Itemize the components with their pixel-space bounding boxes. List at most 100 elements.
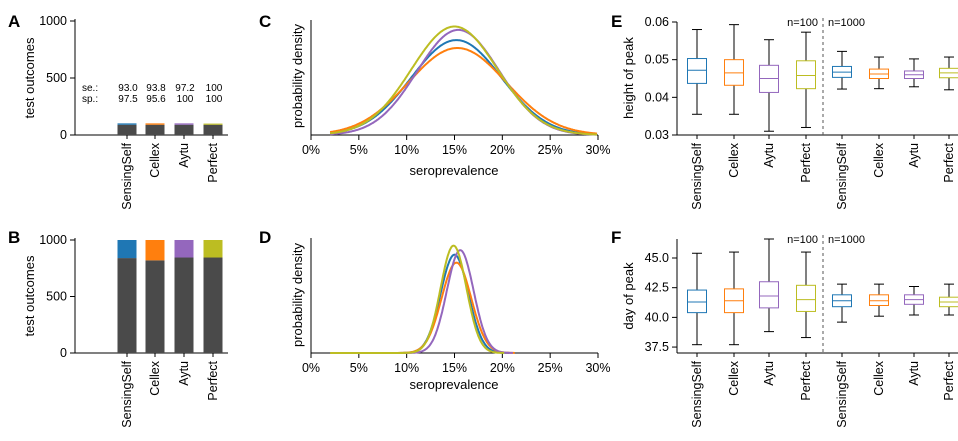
- panel-a-xtick-label: SensingSelf: [120, 142, 134, 209]
- panel-a-xtick-label: Aytu: [177, 143, 191, 168]
- panel-d-xtick-label: 25%: [538, 361, 563, 375]
- panel-e-xtick-label: Perfect: [942, 142, 956, 182]
- panel-b-ytick-label: 1000: [39, 233, 67, 247]
- panel-b-bar-negative: [203, 257, 223, 353]
- panel-b-bar-positive: [203, 240, 223, 258]
- se-label: se.:: [82, 83, 98, 94]
- panel-b-ytick-label: 0: [60, 346, 67, 360]
- panel-d-xtick-label: 0%: [302, 361, 320, 375]
- panel-f-ytick-label: 40.0: [645, 310, 669, 324]
- panel-f-group-label: n=1000: [828, 234, 865, 246]
- panel-a-ytick-label: 500: [46, 71, 67, 85]
- panel-c-xtick-label: 10%: [394, 143, 419, 157]
- panel-e-group-label: n=1000: [828, 17, 865, 29]
- panel-b-xtick-label: Perfect: [206, 360, 220, 400]
- panel-a-xtick-label: Perfect: [206, 142, 220, 182]
- panel-b-xtick-label: SensingSelf: [120, 360, 134, 427]
- panel-a-xtick-label: Cellex: [148, 142, 162, 177]
- panel-a-bar-positive: [117, 123, 137, 125]
- panel-f-ytick-label: 45.0: [645, 251, 669, 265]
- panel-e-group-label: n=100: [787, 17, 818, 29]
- panel-f-xtick-label: Perfect: [942, 360, 956, 400]
- panel-d-xtick-label: 10%: [394, 361, 419, 375]
- se-value: 100: [206, 83, 223, 94]
- panel-a-bar-negative: [203, 124, 223, 135]
- panel-e-xtick-label: Aytu: [907, 143, 921, 168]
- panel-f-xtick-label: SensingSelf: [690, 360, 704, 427]
- panel-a-ytick-label: 0: [60, 128, 67, 142]
- panel-c-ylabel: probability density: [290, 23, 305, 128]
- panel-e-xtick-label: Aytu: [762, 143, 776, 168]
- panel-d-density-curve: [330, 244, 505, 354]
- panel-e-ytick-label: 0.03: [645, 128, 669, 142]
- panel-e-ytick-label: 0.05: [645, 53, 669, 67]
- panel-d-density-curve: [330, 253, 510, 354]
- panel-b-bar-positive: [145, 240, 165, 261]
- panel-f-ytick-label: 37.5: [645, 340, 669, 354]
- panel-f-xtick-label: Perfect: [799, 360, 813, 400]
- se-value: 93.8: [146, 83, 166, 94]
- panel-b-bar-positive: [117, 240, 137, 259]
- panel-b-ytick-label: 500: [46, 290, 67, 304]
- panel-f-group-label: n=100: [787, 234, 818, 246]
- panel-f-xtick-label: Aytu: [762, 361, 776, 386]
- panel-e-box: [796, 60, 816, 90]
- sp-value: 100: [206, 94, 223, 105]
- panel-e-ytick-label: 0.06: [645, 15, 669, 29]
- panel-a-ytick-label: 1000: [39, 14, 67, 28]
- panel-f-box: [759, 281, 779, 309]
- panel-c-xtick-label: 25%: [538, 143, 563, 157]
- panel-a-bar-negative: [117, 124, 137, 135]
- panel-c-xtick-label: 30%: [585, 143, 610, 157]
- panel-e-xtick-label: SensingSelf: [835, 142, 849, 209]
- panel-b: B test outcomes: [8, 228, 37, 336]
- panel-a-bar-positive: [174, 123, 194, 125]
- panel-b-bar-negative: [117, 258, 137, 353]
- panel-e: E height of peak: [611, 12, 636, 119]
- panel-a-bar-negative: [174, 124, 194, 135]
- panel-f: F day of peak: [611, 228, 636, 330]
- panel-e-ytick-label: 0.04: [645, 90, 669, 104]
- sp-value: 95.6: [146, 94, 166, 105]
- panel-d-xtick-label: 30%: [585, 361, 610, 375]
- panel-f-xtick-label: Cellex: [727, 360, 741, 395]
- panel-c-density-curve: [330, 25, 597, 136]
- panel-e-xtick-label: Perfect: [799, 142, 813, 182]
- panel-f-xtick-label: Aytu: [907, 361, 921, 386]
- panel-b-ylabel: test outcomes: [22, 255, 37, 336]
- panel-e-xtick-label: Cellex: [872, 142, 886, 177]
- panel-a-bar-positive: [145, 123, 165, 125]
- sp-value: 100: [177, 94, 194, 105]
- panel-c-xtick-label: 0%: [302, 143, 320, 157]
- panel-b-bar-negative: [145, 260, 165, 353]
- panel-d: D probability density seroprevalence: [259, 228, 498, 392]
- panel-a-bar-negative: [145, 124, 165, 135]
- panel-d-xtick-label: 20%: [490, 361, 515, 375]
- panel-d-density-curve: [330, 249, 513, 354]
- panel-b-xtick-label: Aytu: [177, 361, 191, 386]
- panel-b-letter: B: [8, 228, 20, 247]
- panel-d-xlabel: seroprevalence: [410, 377, 499, 392]
- panel-a-bar-positive: [203, 123, 223, 125]
- panel-a-letter: A: [8, 12, 20, 31]
- panel-f-letter: F: [611, 228, 621, 247]
- panel-b-xtick-label: Cellex: [148, 360, 162, 395]
- panel-d-ylabel: probability density: [290, 242, 305, 347]
- panel-c-xlabel: seroprevalence: [410, 163, 499, 178]
- panel-c-letter: C: [259, 12, 271, 31]
- panel-e-ylabel: height of peak: [621, 37, 636, 119]
- panel-a: A test outcomes se.: sp.:: [8, 12, 98, 118]
- panel-e-xtick-label: Cellex: [727, 142, 741, 177]
- panel-f-xtick-label: SensingSelf: [835, 360, 849, 427]
- panel-f-box: [869, 294, 889, 306]
- panel-f-box: [796, 284, 816, 312]
- panel-f-ytick-label: 42.5: [645, 281, 669, 295]
- sp-label: sp.:: [82, 94, 98, 105]
- panel-b-bar-negative: [174, 257, 194, 353]
- panel-d-xtick-label: 5%: [350, 361, 368, 375]
- panel-c-xtick-label: 5%: [350, 143, 368, 157]
- panel-e-box: [687, 58, 707, 84]
- panel-b-bar-positive: [174, 240, 194, 258]
- panel-e-letter: E: [611, 12, 622, 31]
